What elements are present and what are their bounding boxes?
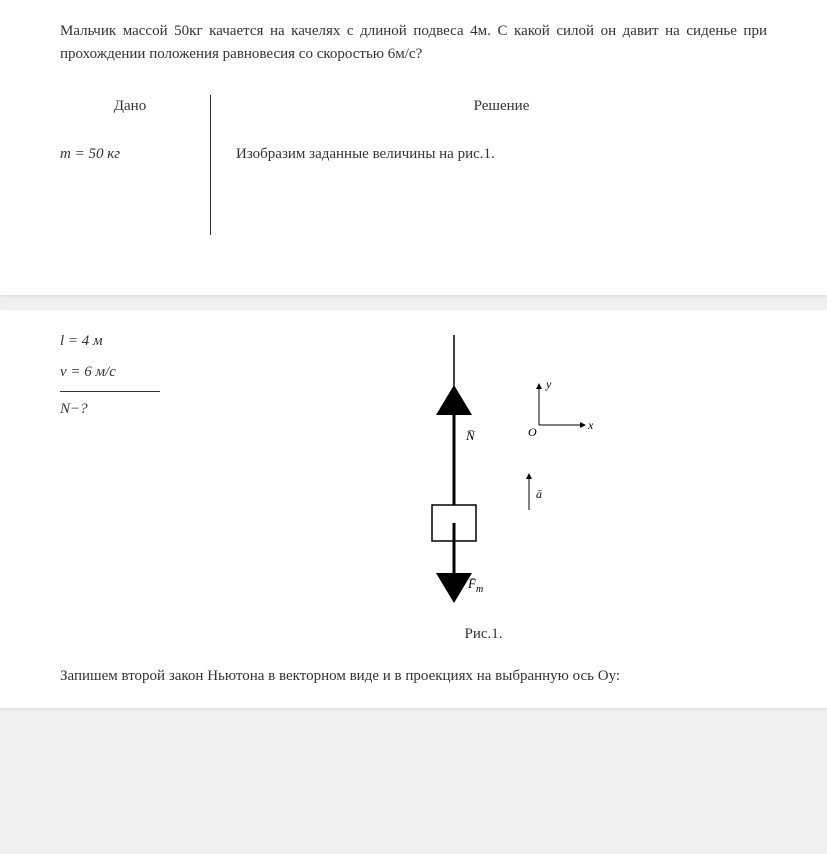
- given-column: Дано m = 50 кг: [60, 95, 210, 235]
- diagram-container: N̄ F̄т ā y x O Рис.1.: [200, 330, 767, 645]
- given-header: Дано: [60, 95, 190, 118]
- diagram-card: l = 4 м v = 6 м/с N−?: [0, 310, 827, 708]
- x-axis-label: x: [587, 418, 594, 432]
- given-divider: [60, 391, 160, 392]
- continuation-text: Запишем второй закон Ньютона в векторном…: [60, 665, 767, 688]
- origin-label: O: [528, 425, 537, 439]
- given-velocity: v = 6 м/с: [60, 361, 200, 384]
- column-divider: [210, 95, 211, 235]
- problem-statement: Мальчик массой 50кг качается на качелях …: [60, 20, 767, 65]
- solution-column: Решение Изобразим заданные величины на р…: [236, 95, 767, 235]
- given-mass: m = 50 кг: [60, 143, 190, 166]
- find-item: N−?: [60, 398, 200, 421]
- solution-header: Решение: [236, 95, 767, 118]
- y-axis-label: y: [545, 377, 552, 391]
- physics-diagram: N̄ F̄т ā y x O: [324, 330, 644, 610]
- a-label: ā: [536, 487, 542, 501]
- given-continued: l = 4 м v = 6 м/с N−?: [60, 330, 200, 429]
- problem-card: Мальчик массой 50кг качается на качелях …: [0, 0, 827, 295]
- diagram-caption: Рис.1.: [200, 623, 767, 646]
- diagram-section: l = 4 м v = 6 м/с N−?: [60, 330, 767, 645]
- n-label: N̄: [465, 428, 476, 443]
- given-length: l = 4 м: [60, 330, 200, 353]
- given-solution-layout: Дано m = 50 кг Решение Изобразим заданны…: [60, 95, 767, 235]
- ft-label: F̄т: [467, 576, 483, 595]
- solution-line-1: Изобразим заданные величины на рис.1.: [236, 143, 767, 166]
